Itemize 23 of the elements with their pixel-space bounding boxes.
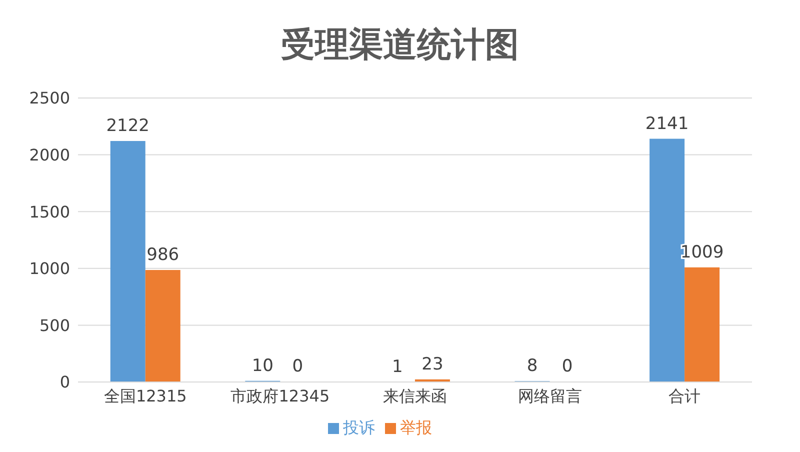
y-tick-label: 500 [39,316,70,335]
data-label: 2141 [645,114,689,134]
data-label: 23 [422,354,444,374]
y-tick-label: 1000 [29,259,70,278]
data-label: 986 [146,244,180,265]
y-tick-label: 0 [60,372,70,392]
data-label: 1 [392,356,403,377]
x-tick-label: 市政府12345 [230,386,330,406]
y-tick-label: 2500 [29,88,70,108]
data-label: 8 [526,356,538,376]
x-tick-label: 合计 [668,386,701,406]
chart-title: 受理渠道统计图 [280,24,520,67]
legend-label: 投诉 [343,418,375,437]
legend-label: 举报 [400,418,432,437]
data-label: 2122 [106,116,150,136]
x-tick-label: 全国12315 [104,386,187,406]
y-tick-label: 2000 [29,145,70,164]
x-tick-label: 网络留言 [518,386,582,406]
data-label: 10 [252,356,274,376]
data-label: 0 [562,356,573,376]
data-label: 0 [292,356,304,376]
x-tick-label: 来信来函 [383,386,447,406]
y-tick-label: 1500 [29,202,70,222]
